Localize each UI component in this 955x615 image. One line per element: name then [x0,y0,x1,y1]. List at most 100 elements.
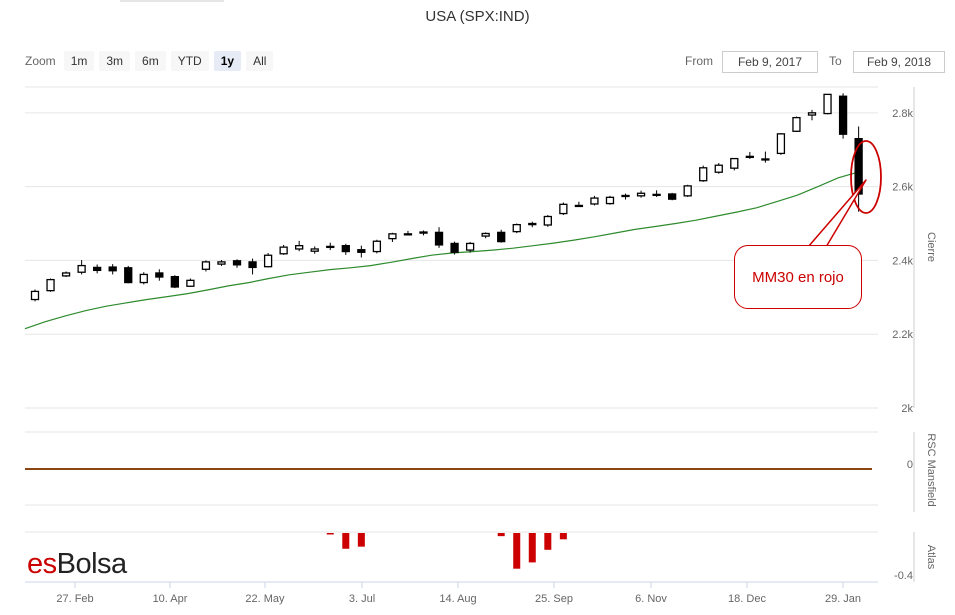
y-axis-title-mansfield: RSC Mansfield [925,433,937,506]
zoom-button-3m[interactable]: 3m [99,51,131,71]
y-tick-main-3: 2.6k [892,182,913,194]
candle-22 [372,239,382,254]
annotation-group [807,140,882,248]
x-tick-label-2: 22. May [245,593,285,605]
atlas-bar-7 [559,533,567,540]
grid-lines [25,86,878,583]
atlas-bar-0 [326,533,334,535]
candle-body-40 [652,193,661,197]
candle-29 [481,232,490,239]
x-tick-label-5: 25. Sep [535,593,573,605]
y-axis-title-main: Cierre [925,232,937,262]
candle-body-24 [403,233,413,236]
y-axis-title-atlas: Atlas [925,545,937,570]
annotation-pointer [807,179,867,248]
candle-52 [838,93,848,139]
candle-body-6 [124,267,133,284]
candle-30 [497,229,506,243]
zoom-button-6m[interactable]: 6m [135,51,166,71]
candle-body-52 [838,95,848,135]
logo-part-bolsa: Bolsa [56,548,128,580]
to-date-input[interactable]: Feb 9, 2018 [853,51,945,73]
x-tick-label-7: 18. Dec [728,593,766,605]
candle-body-39 [636,192,646,197]
zoom-button-1m[interactable]: 1m [63,51,95,71]
y-tick-main-4: 2.8k [892,108,913,120]
zoom-button-all[interactable]: All [246,51,274,71]
candle-27 [450,241,459,255]
atlas-bar-1 [342,533,350,549]
x-axis-ticks: 27. Feb 10. Apr 22. May 3. Jul 14. Aug 25. Se… [56,582,861,605]
zoom-button-ytd[interactable]: YTD [170,51,209,71]
x-tick-label-6: 6. Nov [635,593,667,605]
candle-body-46 [745,155,754,159]
candle-body-43 [699,167,708,182]
candle-body-49 [792,116,801,132]
candle-6 [124,265,133,284]
from-date-input[interactable]: Feb 9, 2017 [722,51,818,73]
zoom-bar: Zoom 1m 3m 6m YTD 1y All [25,51,278,71]
candle-9 [170,275,180,289]
candle-body-31 [512,223,521,233]
candle-body-12 [217,261,226,265]
candle-36 [590,195,599,206]
candle-24 [403,230,413,236]
candle-body-44 [714,164,723,173]
candle-body-22 [372,240,382,253]
candle-body-28 [465,242,475,251]
candle-43 [699,165,708,182]
candle-body-41 [667,193,677,200]
candle-body-13 [232,260,242,266]
y-axis-ticks: 2k 2.2k 2.4k 2.6k 2.8k 0 -0.4 Cierre RSC Mansfie… [892,108,937,582]
candle-26 [434,227,444,248]
candle-21 [357,245,366,258]
atlas-bar-4 [513,533,521,569]
candle-body-11 [201,261,211,270]
candle-15 [263,253,273,268]
candle-49 [792,116,801,133]
candle-2 [61,271,71,278]
candle-body-53 [854,138,863,195]
annotation-box: MM30 en rojo [734,245,862,309]
candle-body-27 [450,242,459,253]
candle-7 [139,272,148,285]
candle-5 [108,264,117,275]
candle-34 [559,202,568,216]
candle-25 [419,230,428,236]
candle-10 [186,278,195,287]
candle-28 [465,241,475,253]
candle-8 [155,269,164,281]
x-tick-label-4: 14. Aug [439,593,476,605]
candle-body-15 [263,254,273,268]
candle-18 [310,246,319,254]
esbolsa-logo: esBolsa [27,548,127,581]
candles-group [30,93,863,302]
atlas-bar-2 [357,533,365,547]
candle-44 [714,163,723,174]
candle-body-17 [295,245,304,250]
candle-47 [761,151,770,163]
candle-body-36 [590,197,599,205]
candle-40 [652,190,661,197]
candle-body-25 [419,231,428,234]
candle-body-16 [279,246,288,255]
atlas-bar-5 [528,533,536,563]
candle-13 [232,259,242,268]
candle-1 [46,278,55,292]
zoom-button-1y[interactable]: 1y [213,51,242,71]
candle-body-20 [341,245,350,253]
candle-body-26 [434,231,444,246]
candle-body-10 [186,279,195,287]
candle-50 [807,109,817,121]
candle-11 [201,260,211,272]
candle-body-14 [248,261,257,269]
candle-body-32 [528,222,537,226]
candle-body-45 [730,157,739,169]
candle-body-4 [93,266,102,272]
candle-41 [667,192,677,201]
annotation-ellipse [850,140,882,214]
candle-48 [776,133,786,155]
candle-16 [279,244,288,255]
candle-body-7 [139,273,148,284]
